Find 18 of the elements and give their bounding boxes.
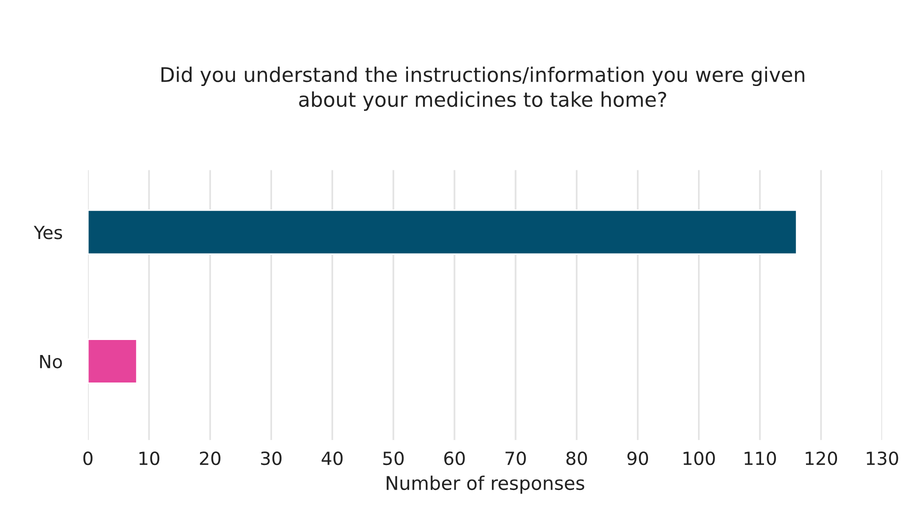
x-tick-label: 80 — [566, 451, 587, 466]
x-tick-label: 50 — [383, 451, 404, 466]
y-tick-label: Yes — [34, 226, 62, 240]
x-tick-label: 20 — [200, 451, 220, 466]
y-tick-label: No — [40, 354, 62, 368]
x-tick-label: 10 — [140, 451, 160, 466]
x-tick-label: 110 — [744, 451, 776, 466]
x-tick-label: 60 — [444, 451, 465, 466]
x-tick-label: 40 — [322, 451, 343, 466]
x-tick-label: 100 — [684, 451, 715, 466]
x-axis-title: Number of responses — [386, 476, 584, 494]
x-tick-label: 30 — [261, 451, 282, 466]
chart-title: Did you understand the instructions/information you were given about your medicines to take home? — [161, 66, 804, 111]
x-tick-label: 70 — [506, 451, 526, 466]
x-tick-label: 130 — [866, 451, 898, 466]
x-tick-label: 120 — [806, 451, 838, 466]
x-tick-label: 0 — [83, 451, 92, 466]
x-tick-label: 90 — [627, 451, 648, 466]
